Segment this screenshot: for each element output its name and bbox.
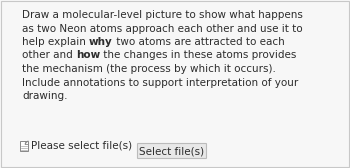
Text: Draw a molecular-level picture to show what happens: Draw a molecular-level picture to show w…	[22, 10, 303, 20]
FancyBboxPatch shape	[138, 143, 206, 158]
Text: other and: other and	[22, 51, 76, 60]
Text: help explain: help explain	[22, 37, 89, 47]
Text: how: how	[76, 51, 100, 60]
Text: Include annotations to support interpretation of your: Include annotations to support interpret…	[22, 77, 298, 88]
Text: the mechanism (the process by which it occurs).: the mechanism (the process by which it o…	[22, 64, 276, 74]
Text: why: why	[89, 37, 113, 47]
Text: drawing.: drawing.	[22, 91, 68, 101]
Text: two atoms are attracted to each: two atoms are attracted to each	[113, 37, 285, 47]
Text: Please select file(s): Please select file(s)	[31, 141, 132, 151]
FancyBboxPatch shape	[20, 141, 28, 151]
Text: Select file(s): Select file(s)	[139, 146, 204, 156]
Text: the changes in these atoms provides: the changes in these atoms provides	[100, 51, 297, 60]
Text: as two Neon atoms approach each other and use it to: as two Neon atoms approach each other an…	[22, 24, 303, 33]
